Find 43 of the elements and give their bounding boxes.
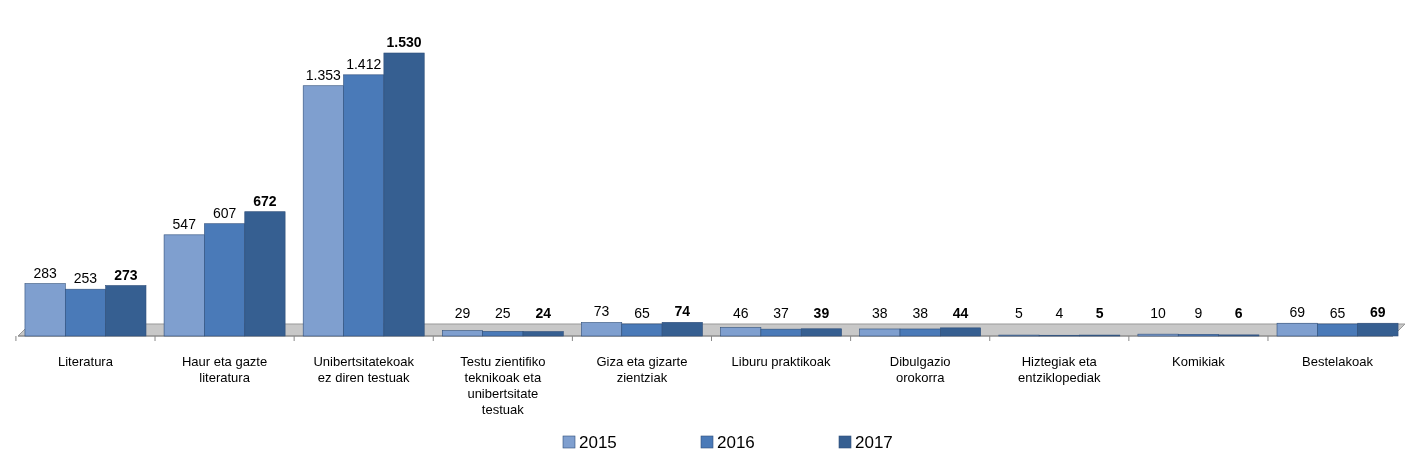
data-label: 73: [593, 303, 610, 320]
x-tick-label: Bestelakoak: [1302, 354, 1374, 369]
data-label: 672: [253, 192, 277, 209]
data-label: 46: [732, 305, 749, 321]
data-label: 38: [912, 305, 929, 321]
legend-label: 2017: [855, 433, 893, 452]
data-label: 273: [114, 266, 138, 283]
x-tick-label: Testu zientifiko teknikoak eta unibertsitate testuak: [460, 354, 546, 417]
data-label: 283: [33, 264, 58, 281]
data-label: 6: [1234, 305, 1243, 321]
data-label: 1.412: [346, 55, 382, 72]
x-tick-label: Dibulgazio orokorra: [889, 354, 951, 385]
data-label: 74: [674, 303, 691, 320]
x-tick-label: Hiztegiak eta entziklopediak: [1018, 354, 1101, 385]
data-label: 37: [773, 305, 790, 321]
x-tick-label: Giza eta gizarte zientziak: [596, 354, 688, 385]
data-label: 44: [952, 305, 969, 321]
x-tick-label: Haur eta gazte literatura: [181, 354, 268, 385]
data-label: 1.353: [305, 66, 342, 83]
x-tick-label: Literatura: [58, 354, 114, 369]
data-label: 10: [1150, 305, 1167, 321]
data-label: 5: [1015, 305, 1024, 321]
data-label: 9: [1194, 305, 1203, 321]
data-label: 69: [1370, 304, 1386, 321]
data-label: 65: [634, 304, 650, 321]
data-label: 1.530: [386, 34, 422, 50]
data-label: 253: [73, 270, 98, 287]
data-label: 65: [1329, 304, 1346, 321]
data-label: 24: [535, 305, 552, 321]
legend-label: 2016: [717, 433, 755, 452]
data-label: 4: [1055, 305, 1064, 321]
data-label: 5: [1095, 305, 1104, 321]
data-label: 39: [813, 305, 830, 321]
legend-label: 2015: [579, 433, 617, 452]
data-label: 607: [212, 204, 237, 221]
data-label: 69: [1289, 304, 1306, 321]
data-label: 25: [495, 305, 511, 321]
data-label: 547: [172, 215, 197, 232]
data-label: 38: [872, 305, 888, 321]
data-label: 29: [454, 305, 471, 321]
x-tick-label: Komikiak: [1172, 354, 1226, 369]
x-tick-label: Unibertsitatekoak ez diren testuak: [313, 354, 415, 385]
x-tick-label: Liburu praktikoak: [731, 354, 832, 369]
